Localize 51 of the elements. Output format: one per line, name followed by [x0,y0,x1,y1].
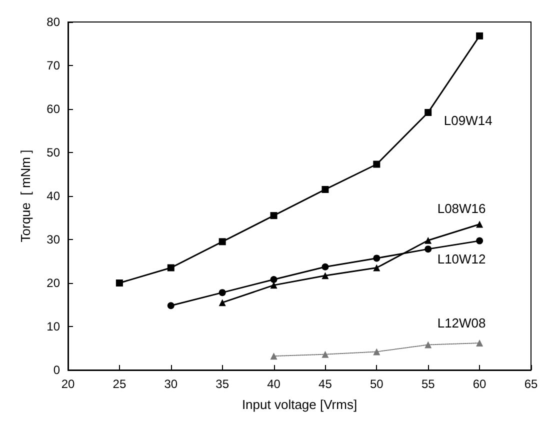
point [270,282,278,289]
x-tick-label: 55 [421,377,436,391]
point [270,276,278,284]
y-tick-label: 80 [46,15,60,29]
point [270,212,278,220]
point [424,108,432,116]
series-label: L10W12 [437,251,486,266]
x-tick-label: 30 [164,377,178,391]
y-tick-label: 70 [46,58,60,72]
point [373,264,380,272]
y-tick-label: 20 [46,276,60,290]
point [373,254,380,262]
series-label: L09W14 [444,112,492,128]
point [218,299,226,306]
x-tick-label: 20 [61,377,75,391]
x-tick-label: 45 [318,377,332,391]
point [116,280,123,286]
y-tick-label: 10 [46,320,60,334]
point [424,236,432,244]
x-tick-label: 35 [216,377,230,391]
y-tick-label: 50 [46,146,60,160]
point [167,302,174,310]
point [476,237,484,244]
x-tick-label: 65 [524,377,538,391]
point [218,289,226,296]
point [322,186,329,193]
point [476,340,484,347]
y-tick-label: 30 [46,232,60,246]
point [373,160,380,168]
y-tick-label: 40 [46,189,60,203]
point [167,264,174,272]
y-axis-title: Torque [ mNm ] [18,150,33,242]
x-axis-title: Input voltage [Vrms] [242,397,358,412]
y-tick-label: 60 [46,102,60,116]
point [270,352,278,360]
series-label: L12W08 [437,316,486,331]
x-tick-label: 60 [472,377,487,391]
x-tick-label: 50 [370,377,384,391]
point [476,220,484,228]
point [218,238,226,246]
series-label: L08W16 [437,200,486,216]
x-tick-label: 40 [267,377,281,391]
y-tick-label: 0 [53,363,60,377]
point [322,263,329,270]
x-tick-label: 25 [112,377,126,391]
point [373,348,380,356]
point [424,246,432,253]
point [322,272,329,280]
point [322,350,329,358]
point [476,32,484,40]
point [424,341,432,348]
